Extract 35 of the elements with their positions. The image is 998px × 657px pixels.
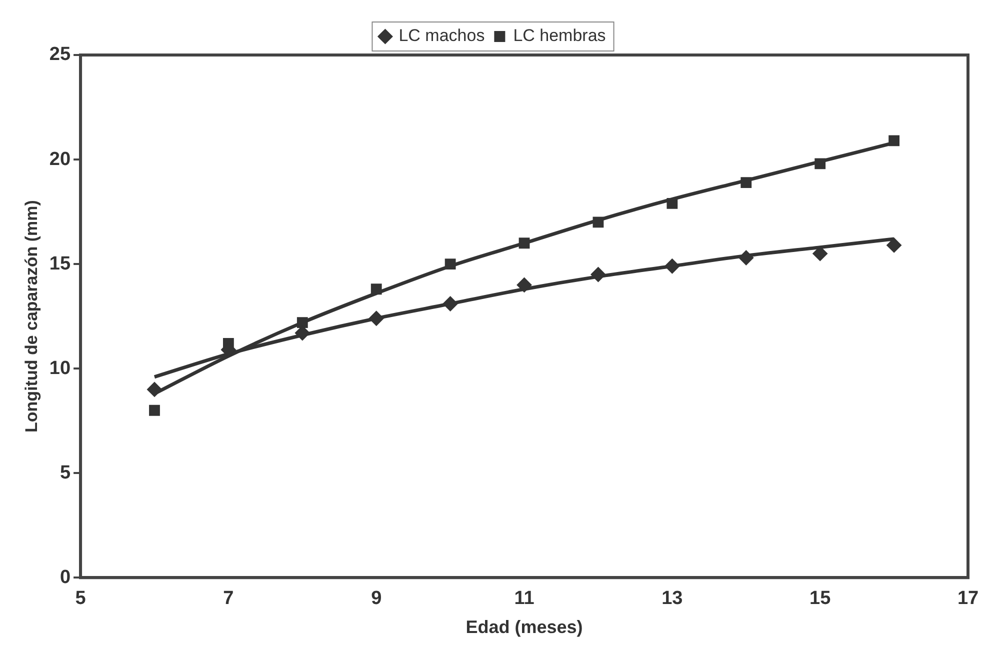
point xyxy=(664,258,680,274)
y-axis-title: Longitud de caparazón (mm) xyxy=(22,200,41,432)
point xyxy=(296,317,308,328)
point xyxy=(888,135,900,146)
point xyxy=(442,296,458,312)
point xyxy=(370,284,382,295)
y-tick-label: 10 xyxy=(49,358,71,379)
point xyxy=(149,404,160,416)
point xyxy=(368,310,384,326)
point xyxy=(592,216,604,228)
x-tick-label: 17 xyxy=(957,588,979,610)
x-tick-label: 9 xyxy=(371,588,382,610)
x-tick-label: 5 xyxy=(75,588,86,610)
y-tick-label: 25 xyxy=(49,44,71,66)
point xyxy=(146,382,162,397)
x-tick-label: 13 xyxy=(662,588,683,610)
y-tick-label: 15 xyxy=(49,253,71,274)
point xyxy=(738,250,754,266)
point xyxy=(518,238,530,249)
point xyxy=(516,277,532,292)
point xyxy=(814,158,826,170)
point xyxy=(444,258,456,270)
y-tick-label: 20 xyxy=(49,148,71,170)
x-tick-label: 15 xyxy=(810,588,832,610)
legend-label: LC hembras xyxy=(513,26,606,46)
x-tick-label: 7 xyxy=(223,588,234,610)
point xyxy=(590,266,606,282)
legend-label: LC machos xyxy=(398,26,485,46)
point xyxy=(886,238,902,253)
point xyxy=(740,177,752,188)
x-tick-label: 11 xyxy=(514,588,535,610)
y-tick-label: 5 xyxy=(60,462,71,484)
point xyxy=(666,198,678,209)
y-tick-label: 0 xyxy=(60,566,71,588)
x-axis-title: Edad (meses) xyxy=(466,617,583,638)
